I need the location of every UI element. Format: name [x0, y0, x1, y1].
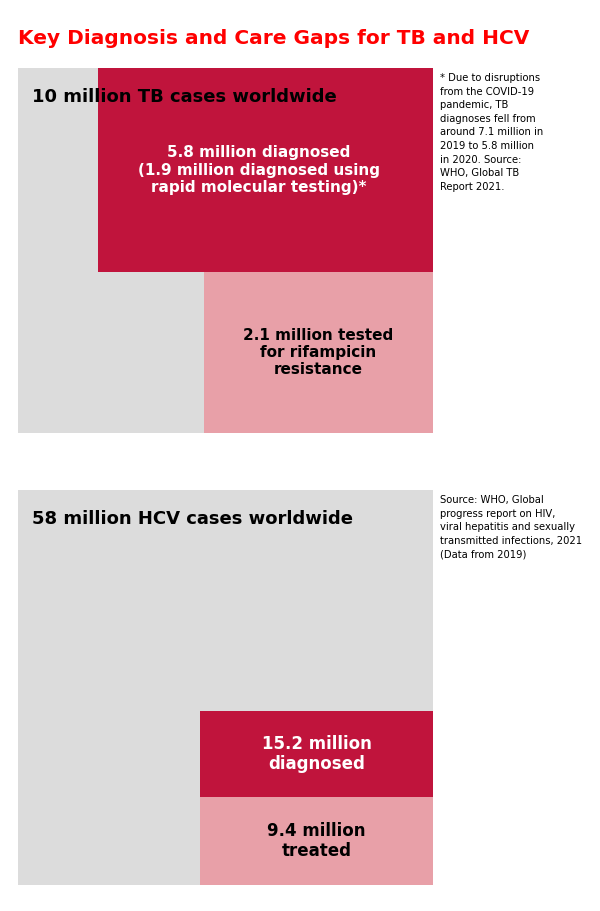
- Text: 15.2 million
diagnosed: 15.2 million diagnosed: [262, 734, 371, 773]
- Text: 9.4 million
treated: 9.4 million treated: [267, 822, 366, 860]
- Bar: [200, 797, 433, 885]
- Bar: [18, 490, 433, 885]
- Text: * Due to disruptions
from the COVID-19
pandemic, TB
diagnoses fell from
around 7: * Due to disruptions from the COVID-19 p…: [440, 73, 543, 192]
- Bar: [98, 68, 433, 272]
- Text: 58 million HCV cases worldwide: 58 million HCV cases worldwide: [32, 510, 353, 528]
- Text: 5.8 million diagnosed
(1.9 million diagnosed using
rapid molecular testing)*: 5.8 million diagnosed (1.9 million diagn…: [138, 145, 380, 195]
- Text: Key Diagnosis and Care Gaps for TB and HCV: Key Diagnosis and Care Gaps for TB and H…: [18, 28, 529, 47]
- Text: 10 million TB cases worldwide: 10 million TB cases worldwide: [32, 88, 337, 106]
- Text: 2.1 million tested
for rifampicin
resistance: 2.1 million tested for rifampicin resist…: [244, 328, 394, 377]
- Bar: [200, 711, 433, 797]
- Text: Source: WHO, Global
progress report on HIV,
viral hepatitis and sexually
transmi: Source: WHO, Global progress report on H…: [440, 495, 582, 559]
- Bar: [18, 68, 433, 433]
- Bar: [204, 272, 433, 433]
